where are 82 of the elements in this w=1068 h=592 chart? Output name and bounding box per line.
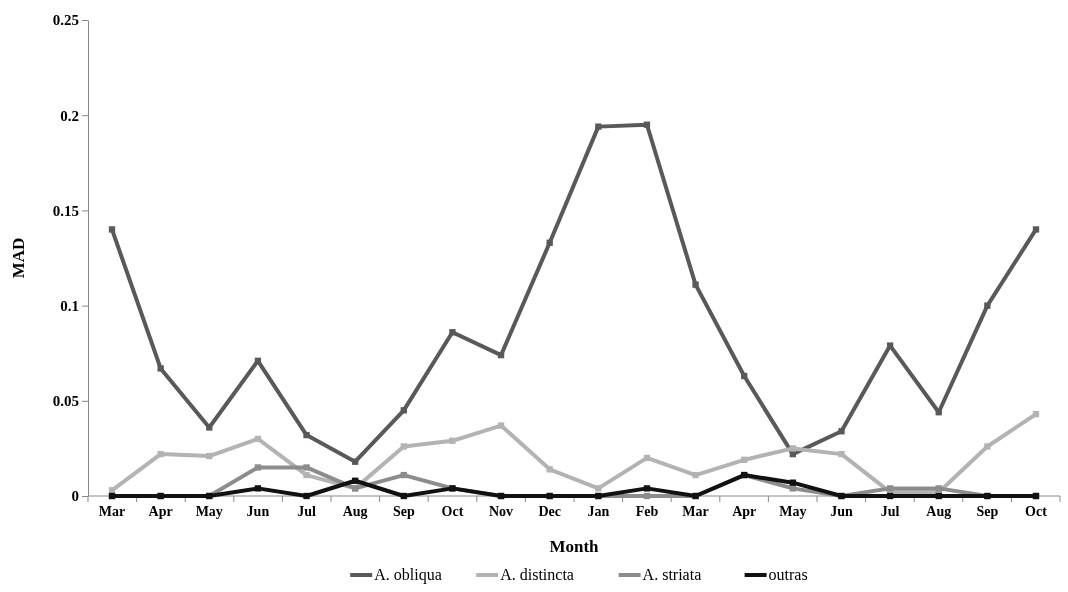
- point: [935, 492, 942, 500]
- point: [741, 456, 748, 463]
- y-axis-title: MAD: [9, 237, 28, 279]
- point: [303, 431, 310, 439]
- point: [254, 435, 262, 443]
- legend-label: outras: [768, 566, 808, 583]
- point: [838, 428, 845, 435]
- legend-label: A. distincta: [500, 566, 574, 583]
- x-tick-label: Oct: [1025, 504, 1048, 519]
- y-tick-label: 0.15: [52, 202, 79, 219]
- point: [643, 454, 651, 462]
- point: [984, 302, 991, 309]
- point: [352, 458, 359, 465]
- x-tick-label: Sep: [392, 504, 415, 519]
- x-tick-label: Feb: [635, 504, 659, 519]
- point: [352, 477, 359, 484]
- point: [157, 365, 164, 372]
- x-tick-label: Oct: [441, 504, 464, 519]
- point: [254, 485, 262, 492]
- point: [1032, 410, 1040, 418]
- x-tick-label: May: [195, 504, 223, 519]
- x-tick-label: Mar: [682, 504, 709, 519]
- point: [254, 464, 262, 471]
- point: [643, 485, 651, 492]
- x-tick-label: Aug: [926, 504, 952, 519]
- x-tick-label: Apr: [148, 504, 173, 519]
- point: [935, 485, 942, 492]
- y-tick-label: 0.05: [52, 393, 79, 410]
- point: [1032, 226, 1040, 233]
- x-tick-label: Jun: [246, 504, 270, 519]
- point: [741, 372, 748, 380]
- point: [789, 479, 797, 486]
- point: [886, 342, 894, 349]
- point: [838, 450, 845, 458]
- legend-label: A. obliqua: [374, 566, 442, 584]
- point: [400, 492, 407, 500]
- point: [303, 464, 310, 471]
- point: [886, 485, 894, 492]
- point: [449, 437, 456, 444]
- point: [789, 445, 797, 452]
- x-axis-title: Month: [549, 537, 600, 556]
- point: [108, 226, 116, 233]
- x-tick-label: Jun: [830, 504, 853, 519]
- x-tick-label: Nov: [488, 504, 514, 519]
- point: [546, 239, 553, 246]
- point: [692, 471, 699, 479]
- x-tick-label: Apr: [732, 504, 757, 519]
- point: [692, 281, 699, 288]
- point: [157, 450, 164, 458]
- point: [400, 471, 407, 479]
- point: [400, 407, 407, 414]
- y-tick-label: 0.1: [60, 297, 79, 314]
- point: [886, 492, 894, 500]
- y-tick-label: 0: [71, 488, 79, 505]
- point: [546, 466, 553, 473]
- point: [497, 351, 505, 359]
- point: [497, 422, 505, 429]
- point: [108, 487, 116, 494]
- x-tick-label: Jul: [880, 504, 900, 519]
- point: [643, 492, 651, 500]
- point: [400, 443, 407, 450]
- legend-label: A. striata: [642, 566, 702, 583]
- point: [935, 409, 942, 416]
- point: [254, 357, 262, 364]
- x-tick-label: Dec: [538, 504, 561, 519]
- x-tick-label: Sep: [976, 504, 999, 519]
- point: [303, 471, 310, 479]
- point: [206, 452, 213, 460]
- point: [303, 492, 310, 500]
- point: [595, 485, 602, 492]
- x-tick-label: Jan: [587, 504, 610, 519]
- point: [595, 123, 602, 130]
- x-tick-label: Jul: [297, 504, 316, 519]
- point: [789, 485, 797, 492]
- y-tick-label: 0.2: [60, 107, 79, 124]
- x-tick-label: Aug: [342, 504, 368, 519]
- point: [643, 121, 651, 128]
- y-tick-label: 0.25: [52, 12, 79, 29]
- point: [449, 329, 456, 336]
- point: [984, 443, 991, 450]
- x-tick-label: Mar: [98, 504, 126, 519]
- x-tick-label: May: [779, 504, 807, 519]
